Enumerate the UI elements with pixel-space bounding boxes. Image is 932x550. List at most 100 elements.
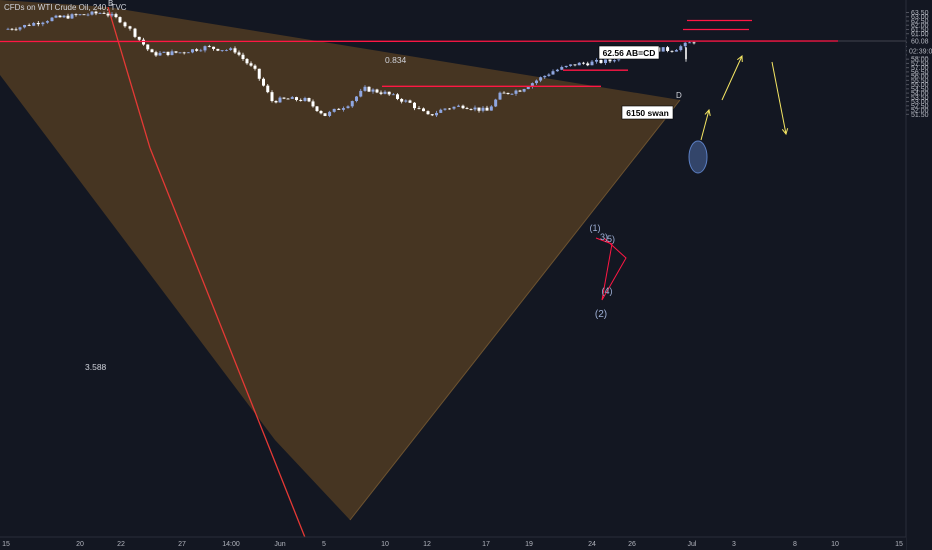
time-tick-label: 10 [381, 541, 389, 548]
candle-body [379, 92, 383, 94]
candle-body [485, 107, 489, 111]
price-tick-label: 56.00 [911, 74, 929, 81]
candle [278, 96, 282, 103]
candle [78, 14, 82, 16]
candle-body [10, 28, 14, 30]
candle [186, 52, 190, 54]
candle-body [270, 92, 274, 102]
candle [522, 88, 526, 93]
candle-body [577, 62, 581, 66]
price-tick-label: 57.00 [911, 65, 929, 72]
candle [315, 106, 319, 113]
candle [274, 100, 278, 104]
candle-body [224, 49, 228, 51]
candle [430, 114, 434, 117]
candle-body [498, 92, 502, 100]
arrow-shaft [771, 61, 787, 135]
candle-body [32, 23, 36, 26]
time-tick-label: 3 [732, 541, 736, 548]
arrowhead [704, 108, 711, 116]
candle [435, 110, 438, 118]
candle-body [286, 98, 290, 100]
candle-body [90, 11, 94, 15]
candle [457, 104, 460, 107]
candle-body [408, 100, 412, 103]
candle-body [422, 108, 425, 112]
time-tick-label: 22 [117, 541, 125, 548]
candle [346, 105, 350, 109]
candle-body [674, 50, 678, 52]
candle-body [249, 63, 253, 66]
candle [62, 14, 66, 18]
candle [98, 12, 102, 14]
candle [422, 107, 425, 112]
price-tick-label: 63.50 [911, 10, 929, 17]
candle-body [262, 78, 265, 86]
candle [608, 58, 612, 63]
candle-body [688, 42, 692, 44]
candle [341, 106, 345, 112]
candle [670, 50, 674, 53]
candle-body [323, 113, 327, 116]
current-price-tag: 60.08 02:39:02 [907, 36, 932, 57]
candle [50, 17, 54, 22]
candle-body [299, 99, 303, 101]
wave-label: (2) [595, 309, 607, 320]
candle [216, 48, 220, 52]
candle-body [692, 42, 696, 44]
candle-body [110, 14, 114, 16]
candle-body [355, 96, 358, 102]
candle [158, 50, 162, 56]
time-axis-background [0, 537, 906, 550]
price-tag-background [907, 36, 932, 57]
candle [299, 98, 303, 102]
candle-body [670, 50, 674, 52]
candle-body [457, 105, 460, 107]
candle-body [86, 14, 90, 16]
candle-body [426, 111, 430, 115]
price-tick-label: 54.50 [911, 86, 929, 93]
candle-body [489, 106, 493, 111]
candle [150, 48, 154, 53]
candle [174, 51, 178, 54]
candle [45, 20, 49, 24]
time-tick-label: 8 [793, 541, 797, 548]
candle-body [582, 62, 585, 64]
candle [323, 113, 327, 117]
highlight-ellipse [688, 140, 708, 174]
candle [404, 99, 408, 103]
candle [66, 13, 70, 19]
candle-body [530, 83, 534, 87]
time-tick-label: 15 [895, 541, 903, 548]
candle-body [274, 101, 278, 103]
candle-body [400, 98, 404, 102]
candle-body [465, 108, 469, 109]
candle-body [430, 114, 434, 116]
label-text: 6150 swan [626, 108, 669, 118]
candle-body [170, 51, 174, 56]
candle-body [58, 15, 62, 18]
candle-body [278, 97, 282, 103]
candle [27, 23, 31, 27]
price-tick-label: 57.50 [911, 61, 929, 68]
candle-body [461, 105, 465, 109]
candle-body [94, 11, 98, 14]
candle [199, 48, 203, 52]
candle-body [514, 90, 518, 94]
time-tick-label: 19 [525, 541, 533, 548]
candle-body [62, 15, 66, 18]
candle [146, 44, 150, 52]
candle [439, 108, 443, 114]
candle [577, 62, 581, 66]
candle-body [82, 14, 86, 16]
candle-body [439, 109, 443, 113]
candle-body [443, 108, 447, 110]
candle [359, 88, 363, 98]
price-tick-label: 52.00 [911, 108, 929, 115]
candle-body [469, 108, 473, 110]
candle [498, 91, 502, 100]
candle [257, 68, 261, 81]
candle [510, 93, 514, 96]
